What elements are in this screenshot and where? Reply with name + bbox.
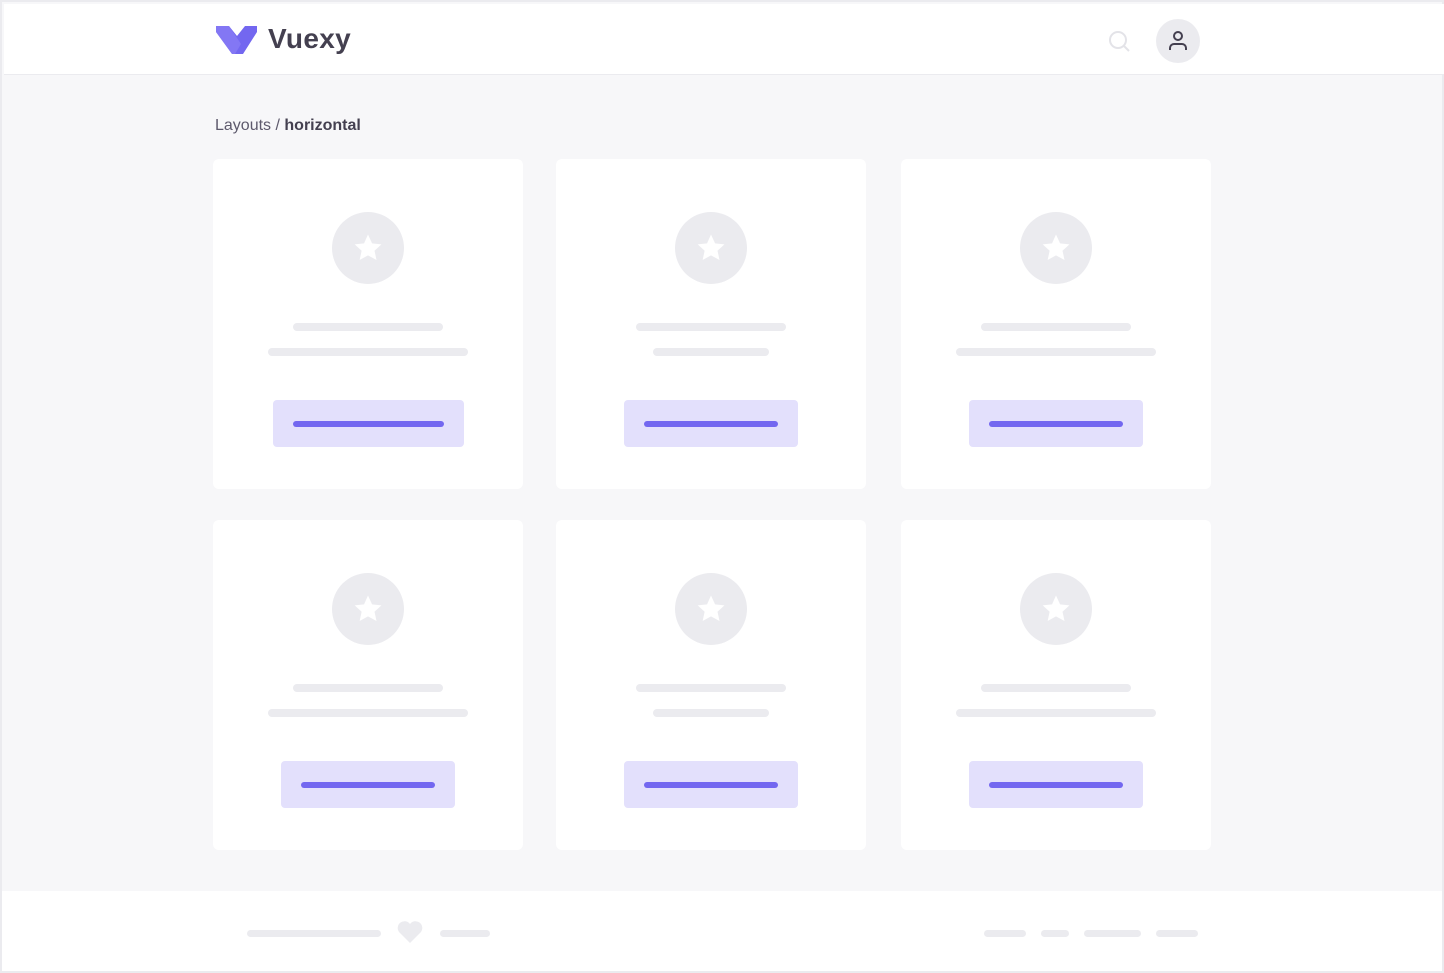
card-avatar xyxy=(332,573,404,645)
footer-text-skeleton xyxy=(440,930,490,937)
card-text-skeleton xyxy=(956,709,1156,717)
star-icon xyxy=(697,595,725,622)
star-icon xyxy=(354,234,382,261)
breadcrumb: Layouts / horizontal xyxy=(215,117,361,135)
footer-link-skeleton[interactable] xyxy=(1156,930,1198,937)
card-button[interactable] xyxy=(969,400,1143,447)
card-title-skeleton xyxy=(636,684,786,692)
card-avatar xyxy=(675,212,747,284)
card-button-label-skeleton xyxy=(989,782,1123,788)
star-icon xyxy=(354,595,382,622)
top-navbar: Vuexy xyxy=(4,4,1444,75)
card-avatar xyxy=(675,573,747,645)
card-button-label-skeleton xyxy=(301,782,435,788)
card-title-skeleton xyxy=(293,323,443,331)
card-avatar xyxy=(1020,212,1092,284)
skeleton-card xyxy=(901,159,1211,489)
card-button-label-skeleton xyxy=(644,421,778,427)
card-text-skeleton xyxy=(268,348,468,356)
vuexy-logo-icon[interactable] xyxy=(215,24,259,56)
brand-name[interactable]: Vuexy xyxy=(268,23,351,54)
search-icon[interactable] xyxy=(1108,30,1132,54)
skeleton-card xyxy=(901,520,1211,850)
star-icon xyxy=(1042,234,1070,261)
skeleton-card xyxy=(556,159,866,489)
card-avatar xyxy=(1020,573,1092,645)
card-text-skeleton xyxy=(653,709,769,717)
card-title-skeleton xyxy=(981,684,1131,692)
breadcrumb-separator: / xyxy=(271,117,285,134)
card-title-skeleton xyxy=(636,323,786,331)
user-icon xyxy=(1169,31,1187,50)
card-avatar xyxy=(332,212,404,284)
skeleton-card xyxy=(556,520,866,850)
skeleton-card xyxy=(213,159,523,489)
footer-link-skeleton[interactable] xyxy=(984,930,1026,937)
card-button-label-skeleton xyxy=(292,421,444,427)
breadcrumb-current: horizontal xyxy=(284,117,361,134)
card-text-skeleton xyxy=(956,348,1156,356)
footer-link-skeleton[interactable] xyxy=(1084,930,1141,937)
breadcrumb-parent[interactable]: Layouts xyxy=(215,117,272,134)
user-avatar[interactable] xyxy=(1156,19,1200,63)
card-button[interactable] xyxy=(272,400,464,447)
star-icon xyxy=(1042,595,1070,622)
card-text-skeleton xyxy=(268,709,468,717)
card-button[interactable] xyxy=(624,761,798,808)
footer-link-skeleton[interactable] xyxy=(1041,930,1069,937)
card-button-label-skeleton xyxy=(644,782,778,788)
star-icon xyxy=(697,234,725,261)
footer xyxy=(2,891,1442,971)
skeleton-card xyxy=(213,520,523,850)
card-title-skeleton xyxy=(293,684,443,692)
card-title-skeleton xyxy=(981,323,1131,331)
card-text-skeleton xyxy=(653,348,769,356)
card-button[interactable] xyxy=(624,400,798,447)
card-button[interactable] xyxy=(969,761,1143,808)
card-button[interactable] xyxy=(281,761,455,808)
footer-text-skeleton xyxy=(247,930,381,937)
heart-icon xyxy=(397,921,423,943)
card-button-label-skeleton xyxy=(989,421,1123,427)
